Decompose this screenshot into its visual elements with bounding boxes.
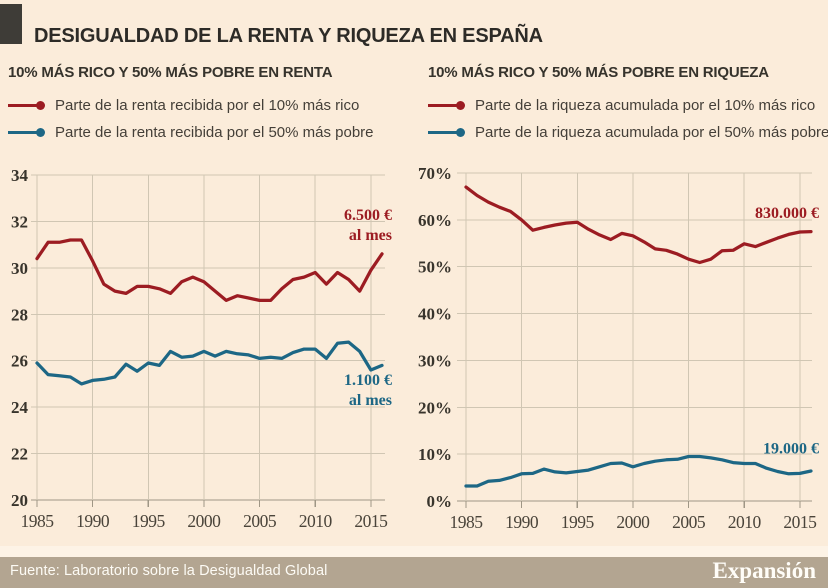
y-tick-label: 22 <box>11 445 28 464</box>
x-tick-label: 2015 <box>783 512 817 532</box>
data-line <box>464 454 813 488</box>
riqueza-chart-title: 10% MÁS RICO Y 50% MÁS POBRE EN RIQUEZA <box>428 64 769 81</box>
renta-chart-header: 10% MÁS RICO Y 50% MÁS POBRE EN RENTA Pa… <box>8 64 408 151</box>
data-line <box>464 185 813 265</box>
x-tick-label: 2005 <box>243 511 277 531</box>
x-tick-label: 1995 <box>132 511 166 531</box>
blue-line-legend-marker <box>428 127 465 137</box>
y-tick-label: 30% <box>418 351 452 370</box>
y-tick-label: 70% <box>418 164 452 183</box>
red-line-legend-marker <box>428 100 465 110</box>
value-annotation: 6.500 € <box>344 207 392 224</box>
footer-separator <box>0 546 828 557</box>
red-line-legend-marker <box>8 100 45 110</box>
value-annotation: 19.000 € <box>763 441 819 458</box>
brand-logo: Expansión <box>712 558 816 583</box>
source-note: Fuente: Laboratorio sobre la Desigualdad… <box>10 563 328 579</box>
legend-label: Parte de la renta recibida por el 50% má… <box>55 123 374 141</box>
x-tick-label: 1995 <box>561 512 595 532</box>
legend-item: Parte de la renta recibida por el 50% má… <box>8 123 408 141</box>
x-tick-label: 1990 <box>505 512 539 532</box>
data-line <box>35 340 384 386</box>
y-tick-label: 34 <box>11 166 29 185</box>
riqueza-chart-header: 10% MÁS RICO Y 50% MÁS POBRE EN RIQUEZA … <box>428 64 828 151</box>
legend-label: Parte de la riqueza acumulada por el 50%… <box>475 123 828 141</box>
x-tick-label: 2010 <box>299 511 333 531</box>
renta-chart-title: 10% MÁS RICO Y 50% MÁS POBRE EN RENTA <box>8 64 333 81</box>
value-annotation: al mes <box>349 392 392 409</box>
value-annotation: al mes <box>349 227 392 244</box>
footer-bar <box>0 557 828 588</box>
x-tick-label: 2005 <box>672 512 706 532</box>
y-tick-label: 24 <box>11 398 29 417</box>
legend-label: Parte de la riqueza acumulada por el 10%… <box>475 96 816 114</box>
x-tick-label: 2010 <box>728 512 762 532</box>
y-tick-label: 40% <box>418 305 452 324</box>
legend-item: Parte de la riqueza acumulada por el 50%… <box>428 123 828 141</box>
x-tick-label: 2000 <box>616 512 650 532</box>
x-tick-label: 1985 <box>21 511 55 531</box>
y-tick-label: 10% <box>418 445 452 464</box>
x-tick-label: 2000 <box>187 511 221 531</box>
legend-item: Parte de la riqueza acumulada por el 10%… <box>428 96 828 114</box>
y-tick-label: 50% <box>418 258 452 277</box>
x-tick-label: 2015 <box>354 511 388 531</box>
legend-label: Parte de la renta recibida por el 10% má… <box>55 96 360 114</box>
y-tick-label: 26 <box>11 352 28 371</box>
y-tick-label: 32 <box>11 212 28 231</box>
y-tick-label: 28 <box>11 305 28 324</box>
y-tick-label: 0% <box>427 492 453 511</box>
x-tick-label: 1990 <box>76 511 110 531</box>
x-tick-label: 1985 <box>450 512 484 532</box>
data-line <box>35 238 384 303</box>
title-accent-square <box>0 4 22 44</box>
value-annotation: 830.000 € <box>755 205 819 222</box>
blue-line-legend-marker <box>8 127 45 137</box>
value-annotation: 1.100 € <box>344 372 392 389</box>
y-tick-label: 30 <box>11 259 28 278</box>
legend-item: Parte de la renta recibida por el 10% má… <box>8 96 408 114</box>
y-tick-label: 60% <box>418 211 452 230</box>
page-title: DESIGUALDAD DE LA RENTA Y RIQUEZA EN ESP… <box>34 25 543 48</box>
riqueza-plot: 70% 60% 50% 40% 30% 20% 10% 0%1985 1990 1995 2000 2… <box>418 164 819 532</box>
y-tick-label: 20% <box>418 398 452 417</box>
y-tick-label: 20 <box>11 491 28 510</box>
